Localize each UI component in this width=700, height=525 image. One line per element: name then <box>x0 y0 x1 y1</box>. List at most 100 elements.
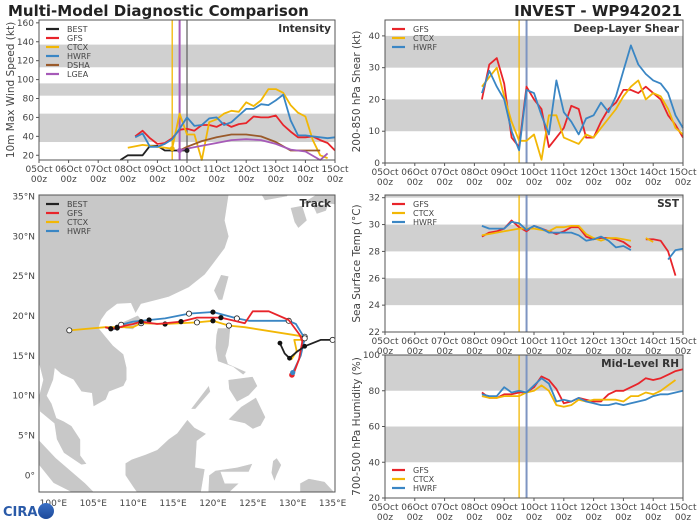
sst-line-ctcx <box>481 224 632 242</box>
shear-xtick-label: 12Oct <box>580 168 607 178</box>
land-borneo <box>124 419 208 492</box>
rh-legend-label: HWRF <box>413 484 437 493</box>
track-title: Track <box>300 198 332 210</box>
shear-xtick-label: 00z <box>407 178 423 188</box>
sst-xtick-label: 00z <box>466 347 482 357</box>
intensity-ytick-label: 80 <box>23 95 35 105</box>
sst-xtick-label: 07Oct <box>431 337 458 347</box>
intensity-marker-best <box>184 148 190 154</box>
track-line-best <box>279 338 333 360</box>
shear-legend-label: CTCX <box>413 34 435 43</box>
shear-band <box>385 99 683 132</box>
sst-xtick-label: 00z <box>377 347 393 357</box>
track-point-filled <box>146 317 152 323</box>
sst-legend-label: GFS <box>413 200 429 209</box>
sst-xtick-label: 05Oct <box>371 337 398 347</box>
sst-ytick-label: 22 <box>369 328 380 338</box>
track-ytick-label: 35°N <box>12 193 35 203</box>
rh-ytick-label: 40 <box>369 458 381 468</box>
sst-legend-label: CTCX <box>413 209 435 218</box>
intensity-xtick-label: 15Oct <box>321 165 348 175</box>
track-point-filled <box>178 319 184 325</box>
sst-ytick-label: 24 <box>369 301 381 311</box>
storm-title: INVEST - WP942021 <box>514 2 682 20</box>
rh-xtick-label: 11Oct <box>550 503 577 513</box>
rh-xtick-label: 00z <box>377 513 393 523</box>
shear-xtick-label: 10Oct <box>520 168 547 178</box>
intensity-xtick-label: 00z <box>149 175 165 185</box>
shear-xtick-label: 00z <box>645 178 661 188</box>
rh-xtick-label: 13Oct <box>610 503 637 513</box>
land-visayas <box>227 376 258 403</box>
land-halmahera <box>270 457 282 483</box>
shear-xtick-label: 00z <box>526 178 542 188</box>
track-xtick-label: 130°E <box>279 499 307 509</box>
land-sulawesi <box>207 462 254 492</box>
rh-xtick-label: 00z <box>496 513 512 523</box>
sst-xtick-label: 00z <box>437 347 453 357</box>
intensity-xtick-label: 00z <box>238 175 254 185</box>
track-legend-label: HWRF <box>67 227 91 236</box>
sst-xtick-label: 12Oct <box>580 337 607 347</box>
track-point-hwrf-start <box>290 369 296 376</box>
intensity-legend-label: DSHA <box>67 61 90 70</box>
rh-ytick-label: 100 <box>363 351 380 361</box>
sst-xtick-label: 09Oct <box>491 337 518 347</box>
main-title: Multi-Model Diagnostic Comparison <box>8 2 309 20</box>
intensity-xtick-label: 06Oct <box>55 165 82 175</box>
intensity-legend-label: BEST <box>67 25 88 34</box>
intensity-legend-label: GFS <box>67 34 83 43</box>
rh-xtick-label: 00z <box>407 513 423 523</box>
track-point-open <box>225 322 232 329</box>
track-ytick-label: 25°N <box>12 272 35 282</box>
track-xtick-label: 120°E <box>199 499 227 509</box>
logo-text: CIRA <box>3 505 38 520</box>
track-point-open <box>301 335 308 342</box>
intensity-xtick-label: 08Oct <box>114 165 141 175</box>
shear-ytick-label: 0 <box>374 159 380 169</box>
rh-xtick-label: 07Oct <box>431 503 458 513</box>
sst-legend-label: HWRF <box>413 218 437 227</box>
land-shikoku <box>312 203 330 215</box>
intensity-ytick-label: 100 <box>17 76 34 86</box>
sst-xtick-label: 00z <box>556 347 572 357</box>
shear-xtick-label: 11Oct <box>550 168 577 178</box>
intensity-xtick-label: 00z <box>120 175 136 185</box>
sst-ylabel: Sea Surface Temp (°C) <box>351 204 363 322</box>
shear-xtick-label: 05Oct <box>371 168 398 178</box>
intensity-ytick-label: 120 <box>17 57 34 67</box>
intensity-xtick-label: 07Oct <box>85 165 112 175</box>
shear-line-ctcx <box>481 66 684 161</box>
shear-xtick-label: 00z <box>377 178 393 188</box>
sst-ytick-label: 28 <box>369 247 381 257</box>
sst-xtick-label: 13Oct <box>610 337 637 347</box>
sst-xtick-label: 06Oct <box>401 337 428 347</box>
land-newguinea <box>299 478 335 492</box>
sst-xtick-label: 10Oct <box>520 337 547 347</box>
intensity-xtick-label: 00z <box>327 175 343 185</box>
track-xtick-label: 125°E <box>239 499 267 509</box>
shear-ytick-label: 20 <box>369 95 381 105</box>
rh-xtick-label: 06Oct <box>401 503 428 513</box>
intensity-xtick-label: 00z <box>31 175 47 185</box>
rh-xtick-label: 00z <box>526 513 542 523</box>
shear-line-hwrf <box>481 44 684 152</box>
rh-xtick-label: 08Oct <box>461 503 488 513</box>
track-legend-label: GFS <box>67 209 83 218</box>
intensity-legend-label: CTCX <box>67 43 89 52</box>
shear-legend-label: HWRF <box>413 43 437 52</box>
intensity-xtick-label: 00z <box>179 175 195 185</box>
intensity-title: Intensity <box>278 23 331 35</box>
rh-xtick-label: 10Oct <box>520 503 547 513</box>
track-point-filled <box>108 326 114 332</box>
intensity-xtick-label: 14Oct <box>292 165 319 175</box>
intensity-legend-label: HWRF <box>67 52 91 61</box>
intensity-xtick-label: 00z <box>297 175 313 185</box>
intensity-line-lgea <box>179 138 329 161</box>
shear-ytick-label: 10 <box>369 127 381 137</box>
shear-ytick-label: 40 <box>369 32 381 42</box>
rh-xtick-label: 00z <box>615 513 631 523</box>
track-point-filled <box>218 315 224 321</box>
shear-xtick-label: 00z <box>556 178 572 188</box>
